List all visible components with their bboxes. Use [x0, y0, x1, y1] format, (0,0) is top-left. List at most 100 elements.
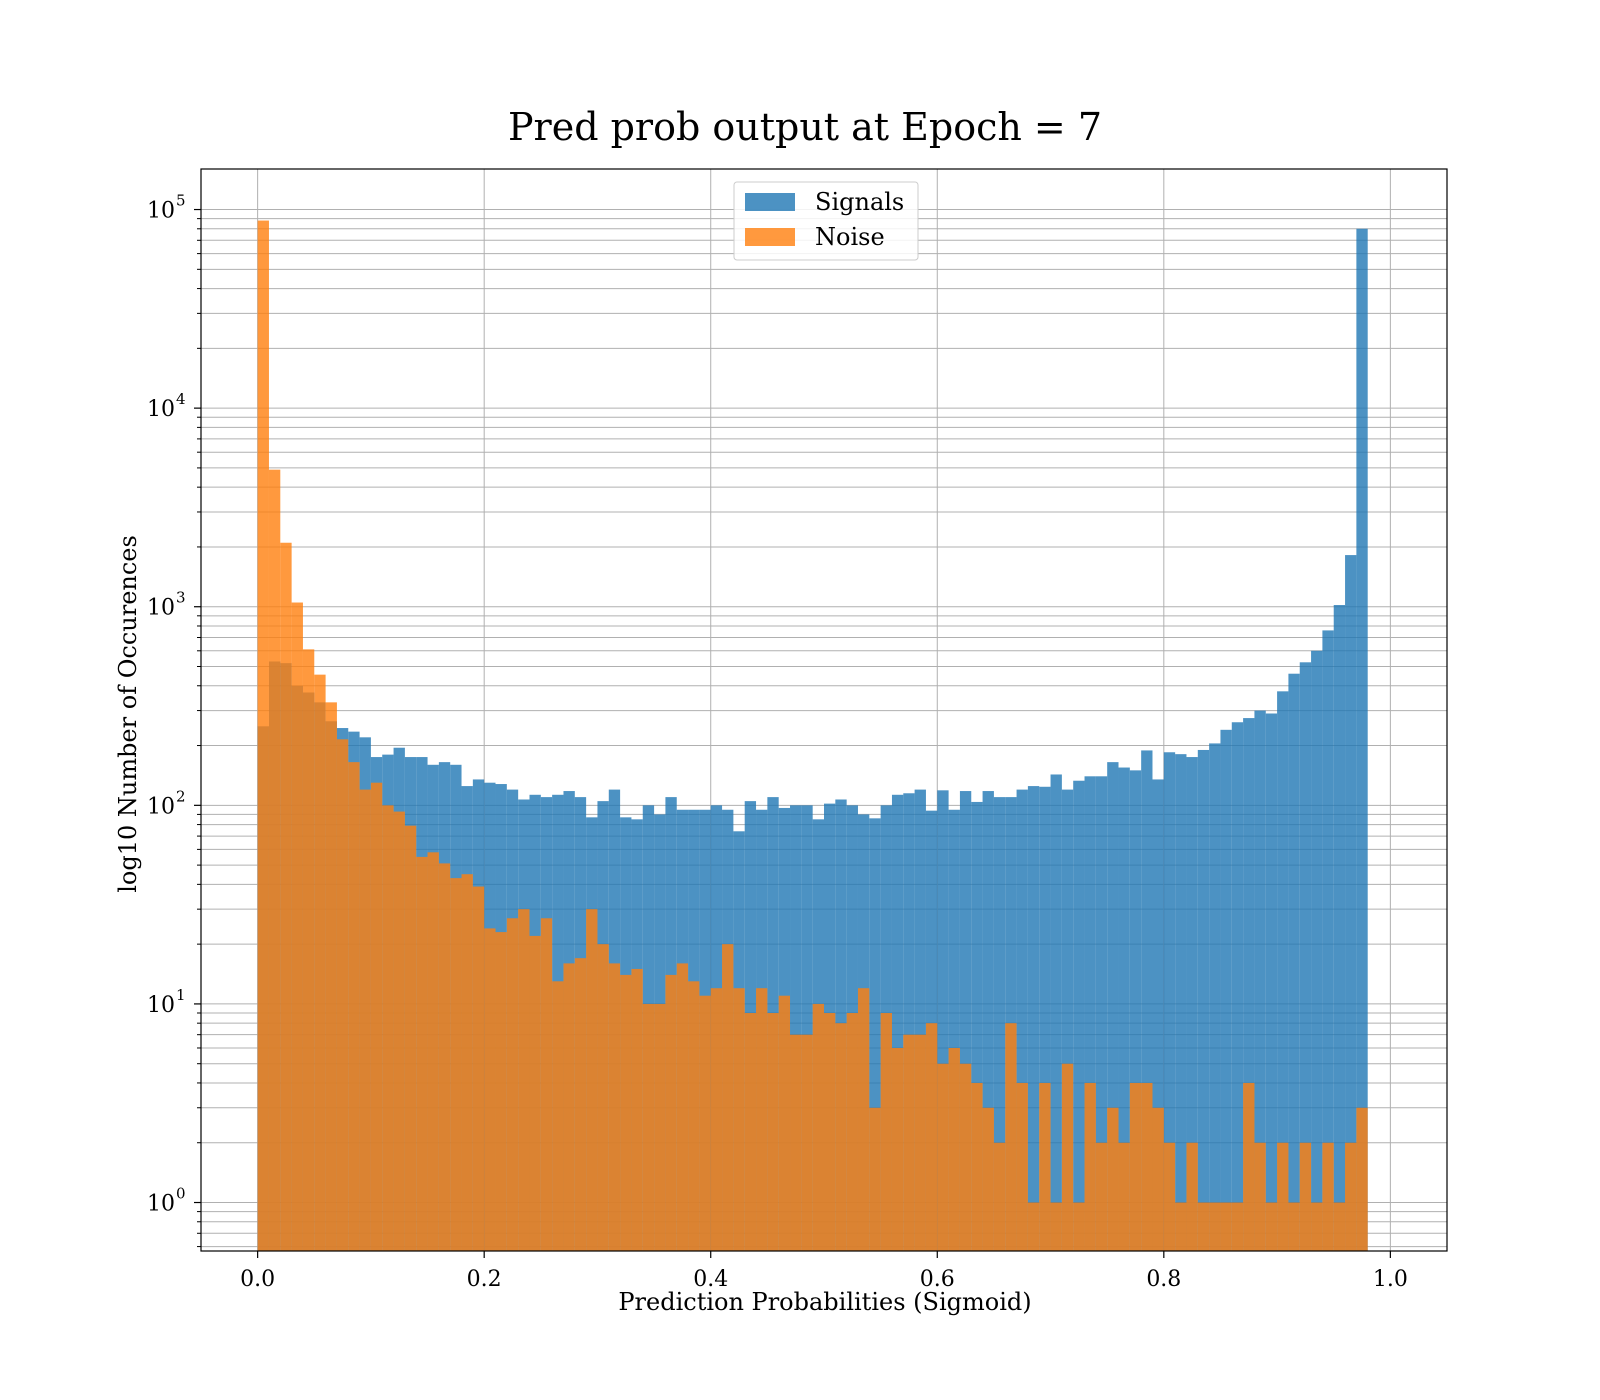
bar-signals: [1027, 786, 1040, 1251]
y-tick-label: 10: [147, 596, 175, 621]
bar-noise: [257, 220, 269, 1251]
bar-noise: [959, 1063, 972, 1251]
bar-signals: [1277, 691, 1289, 1251]
x-tick-label: 0.8: [1146, 1267, 1181, 1292]
bar-noise: [359, 789, 371, 1251]
bar-noise: [654, 1003, 666, 1251]
bar-noise: [993, 1142, 1006, 1251]
x-tick-label: 1.0: [1373, 1267, 1408, 1292]
bar-noise: [291, 602, 303, 1251]
bar-signals: [1231, 722, 1244, 1251]
bar-noise: [382, 805, 394, 1251]
bar-signals: [959, 791, 972, 1251]
bar-noise: [688, 981, 700, 1251]
bar-noise: [869, 1107, 881, 1251]
y-axis-label: log10 Number of Occurences: [114, 535, 142, 893]
bar-signals: [1333, 605, 1346, 1251]
bar-noise: [1175, 1202, 1187, 1251]
chart-title: Pred prob output at Epoch = 7: [508, 105, 1102, 149]
bar-noise: [348, 762, 360, 1251]
bar-noise: [427, 852, 439, 1251]
bar-signals: [1243, 718, 1255, 1251]
bar-signals: [1209, 743, 1221, 1251]
bar-noise: [1129, 1082, 1142, 1251]
plot-frame: [200, 168, 1448, 1252]
bar-noise: [642, 1003, 655, 1251]
bar-noise: [891, 1047, 904, 1251]
bar-signals: [971, 801, 983, 1251]
bar-noise: [1288, 1202, 1300, 1251]
bar-signals: [1163, 752, 1176, 1251]
bar-noise: [1027, 1202, 1040, 1251]
bar-noise: [971, 1082, 983, 1251]
bar-noise: [325, 702, 337, 1251]
bar-signals: [1107, 762, 1119, 1251]
bar-signals: [1265, 713, 1278, 1251]
bar-noise: [1356, 1107, 1368, 1251]
bar-noise: [801, 1034, 813, 1251]
x-tick-label: 0.6: [920, 1267, 955, 1292]
bar-noise: [733, 988, 745, 1251]
bar-noise: [461, 874, 473, 1251]
bar-noise: [1107, 1107, 1119, 1251]
bar-noise: [1095, 1142, 1108, 1251]
bar-noise: [1209, 1202, 1221, 1251]
y-tick-label: 10: [147, 397, 175, 422]
bar-noise: [857, 988, 870, 1251]
bar-noise: [1333, 1202, 1346, 1251]
bar-noise: [1141, 1082, 1153, 1251]
bar-noise: [790, 1034, 802, 1251]
bar-noise: [744, 1013, 757, 1251]
bar-noise: [1118, 1142, 1130, 1251]
bar-noise: [416, 856, 428, 1251]
bar-signals: [1084, 776, 1096, 1251]
bar-noise: [495, 932, 507, 1251]
bar-noise: [1299, 1142, 1312, 1251]
bar-noise: [1061, 1063, 1074, 1251]
bar-signals: [1311, 650, 1323, 1251]
x-tick-label: 0.0: [240, 1267, 275, 1292]
bar-signals: [869, 818, 881, 1251]
bar-signals: [937, 790, 949, 1251]
bar-noise: [620, 974, 632, 1251]
y-tick-label: 10: [147, 199, 175, 224]
bar-noise: [518, 909, 530, 1251]
legend-label-noise: Noise: [815, 223, 885, 251]
y-tick-label: 10: [147, 1192, 175, 1217]
bar-signals: [1039, 786, 1051, 1251]
bar-signals: [891, 794, 904, 1251]
bar-signals: [1152, 779, 1164, 1251]
bar-noise: [1322, 1142, 1334, 1251]
bar-noise: [552, 981, 564, 1251]
bar-noise: [280, 542, 292, 1251]
bar-signals: [1299, 662, 1312, 1251]
bar-noise: [1254, 1142, 1266, 1251]
bar-noise: [1016, 1082, 1028, 1251]
bar-noise: [880, 1013, 892, 1251]
legend-label-signals: Signals: [815, 188, 904, 216]
bar-noise: [722, 944, 734, 1251]
bar-noise: [1039, 1082, 1051, 1251]
bar-noise: [846, 1013, 858, 1251]
bar-signals: [914, 789, 926, 1251]
bar-signals: [1288, 673, 1300, 1251]
bar-noise: [982, 1107, 994, 1251]
bar-noise: [1345, 1142, 1357, 1251]
bar-signals: [1186, 757, 1198, 1251]
y-tick-label: 10: [147, 993, 175, 1018]
bar-noise: [1277, 1142, 1289, 1251]
x-tick-label: 0.4: [693, 1267, 728, 1292]
bar-noise: [1197, 1202, 1210, 1251]
x-axis-label: Prediction Probabilities (Sigmoid): [618, 1288, 1031, 1316]
bar-noise: [540, 918, 553, 1251]
bar-signals: [1129, 770, 1142, 1251]
bar-signals: [1016, 789, 1028, 1251]
bar-signals: [993, 797, 1006, 1251]
bar-noise: [937, 1063, 949, 1251]
bar-noise: [812, 1003, 824, 1251]
bar-noise: [438, 863, 451, 1251]
bar-noise: [370, 782, 383, 1251]
bar-signals: [1197, 749, 1210, 1251]
